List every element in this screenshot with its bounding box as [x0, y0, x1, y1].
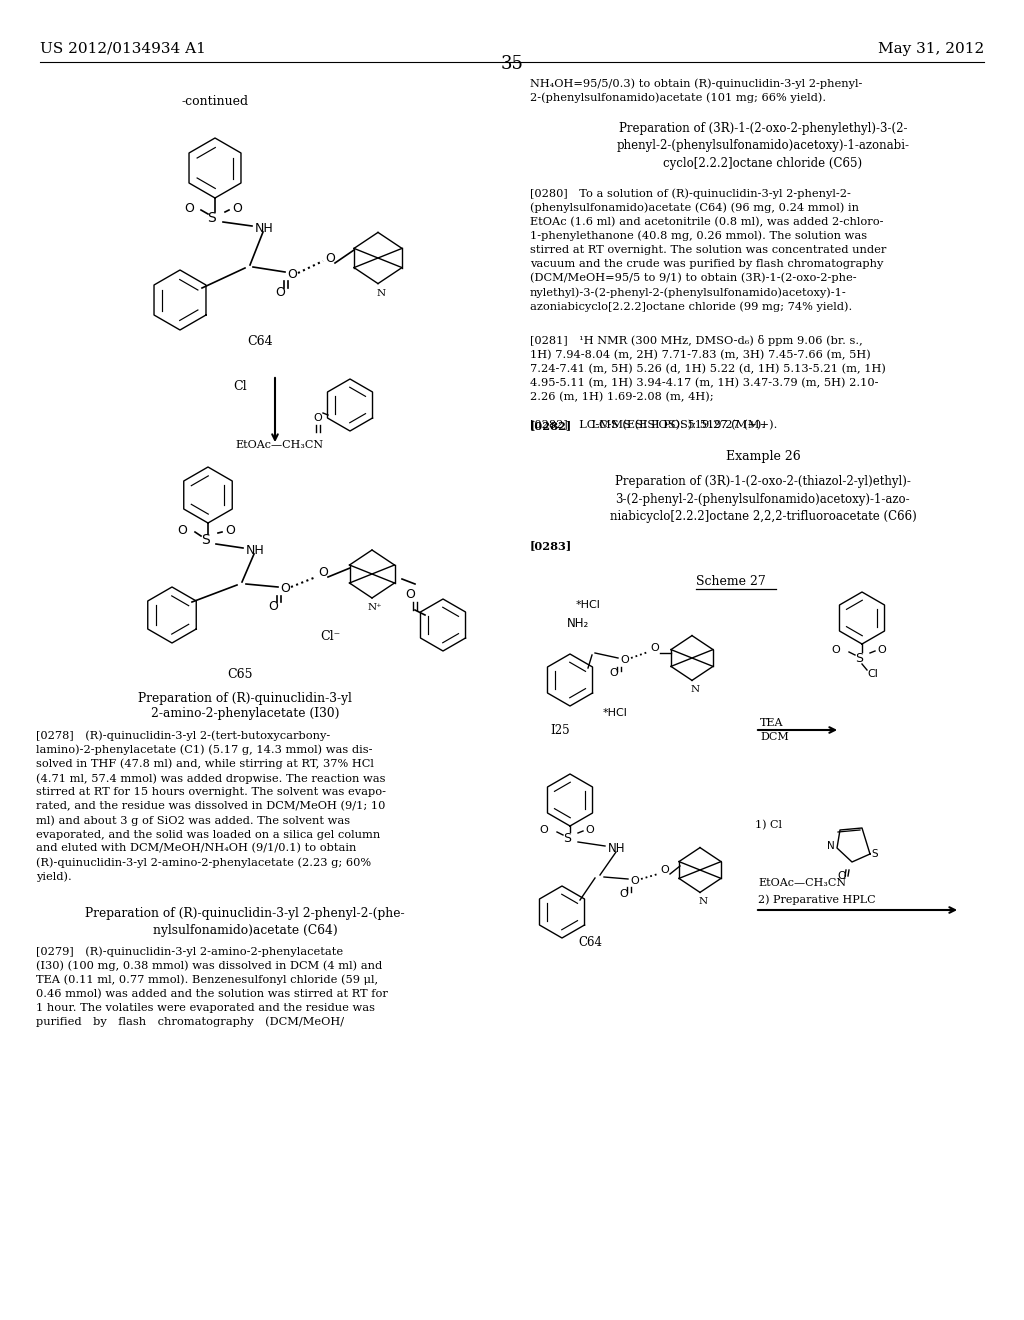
Text: O: O: [325, 252, 335, 264]
Text: US 2012/0134934 A1: US 2012/0134934 A1: [40, 42, 206, 55]
Text: O: O: [650, 643, 658, 653]
Text: O: O: [232, 202, 242, 214]
Text: O: O: [177, 524, 187, 536]
Text: N: N: [377, 289, 386, 297]
Text: O: O: [878, 645, 887, 655]
Text: Preparation of (R)-quinuclidin-3-yl 2-phenyl-2-(phe-
nylsulfonamido)acetate (C64: Preparation of (R)-quinuclidin-3-yl 2-ph…: [85, 907, 404, 937]
Text: LC-MS (ESI POS): 519.27 (M+).: LC-MS (ESI POS): 519.27 (M+).: [580, 420, 777, 430]
Text: NH₂: NH₂: [567, 616, 589, 630]
Text: S: S: [201, 533, 209, 546]
Text: O: O: [318, 565, 328, 578]
Text: NH: NH: [246, 544, 265, 557]
Text: O: O: [620, 655, 629, 665]
Text: O: O: [586, 825, 594, 836]
Text: O: O: [287, 268, 297, 281]
Text: O: O: [831, 645, 841, 655]
Text: O: O: [609, 668, 618, 678]
Text: Preparation of (3R)-1-(2-oxo-2-phenylethyl)-3-(2-
phenyl-2-(phenylsulfonamido)ac: Preparation of (3R)-1-(2-oxo-2-phenyleth…: [616, 121, 909, 170]
Text: May 31, 2012: May 31, 2012: [878, 42, 984, 55]
Text: S: S: [855, 652, 863, 664]
Text: TEA: TEA: [760, 718, 783, 729]
Text: Cl: Cl: [867, 669, 878, 678]
Text: Cl: Cl: [233, 380, 247, 393]
Text: I25: I25: [550, 723, 569, 737]
Text: N: N: [827, 841, 835, 851]
Text: O: O: [275, 285, 285, 298]
Text: S: S: [208, 211, 216, 224]
Text: Cl⁻: Cl⁻: [319, 630, 340, 643]
Text: Scheme 27: Scheme 27: [696, 576, 766, 587]
Text: [0281]  ¹H NMR (300 MHz, DMSO-d₆) δ ppm 9.06 (br. s.,
1H) 7.94-8.04 (m, 2H) 7.71: [0281] ¹H NMR (300 MHz, DMSO-d₆) δ ppm 9…: [530, 335, 886, 403]
Text: -continued: -continued: [181, 95, 249, 108]
Text: Preparation of (3R)-1-(2-oxo-2-(thiazol-2-yl)ethyl)-
3-(2-phenyl-2-(phenylsulfon: Preparation of (3R)-1-(2-oxo-2-(thiazol-…: [609, 475, 916, 523]
Text: S: S: [871, 849, 879, 859]
Text: *HCl: *HCl: [575, 601, 600, 610]
Text: O: O: [225, 524, 234, 536]
Text: EtOAc—CH₃CN: EtOAc—CH₃CN: [234, 440, 324, 450]
Text: O: O: [838, 871, 847, 880]
Text: O: O: [540, 825, 549, 836]
Text: C64: C64: [578, 936, 602, 949]
Text: N: N: [690, 685, 699, 694]
Text: 2) Preparative HPLC: 2) Preparative HPLC: [758, 894, 876, 904]
Text: [0282]: [0282]: [530, 420, 572, 432]
Text: NH: NH: [255, 222, 273, 235]
Text: O: O: [184, 202, 194, 214]
Text: O: O: [406, 587, 415, 601]
Text: N⁺: N⁺: [368, 603, 382, 612]
Text: C65: C65: [227, 668, 253, 681]
Text: *HCl: *HCl: [602, 708, 628, 718]
Text: O: O: [268, 599, 278, 612]
Text: [0280]  To a solution of (R)-quinuclidin-3-yl 2-phenyl-2-
(phenylsulfonamido)ace: [0280] To a solution of (R)-quinuclidin-…: [530, 187, 887, 312]
Text: 1) Cl: 1) Cl: [755, 820, 782, 830]
Text: N: N: [698, 898, 708, 907]
Text: O: O: [620, 888, 629, 899]
Text: Example 26: Example 26: [726, 450, 800, 463]
Text: NH: NH: [608, 842, 626, 854]
Text: O: O: [280, 582, 290, 595]
Text: EtOAc—CH₃CN: EtOAc—CH₃CN: [758, 878, 846, 888]
Text: S: S: [563, 832, 571, 845]
Text: O: O: [630, 876, 639, 886]
Text: O: O: [660, 865, 669, 875]
Text: Preparation of (R)-quinuclidin-3-yl
2-amino-2-phenylacetate (I30): Preparation of (R)-quinuclidin-3-yl 2-am…: [138, 692, 352, 719]
Text: [0283]: [0283]: [530, 540, 572, 550]
Text: DCM: DCM: [760, 733, 788, 742]
Text: [0279]  (R)-quinuclidin-3-yl 2-amino-2-phenylacetate
(I30) (100 mg, 0.38 mmol) w: [0279] (R)-quinuclidin-3-yl 2-amino-2-ph…: [36, 946, 388, 1027]
Text: C64: C64: [247, 335, 272, 348]
Text: [0282]  LC-MS (ESI POS): 519.27 (M+).: [0282] LC-MS (ESI POS): 519.27 (M+).: [530, 420, 765, 430]
Text: O: O: [313, 413, 323, 422]
Text: NH₄OH=95/5/0.3) to obtain (R)-quinuclidin-3-yl 2-phenyl-
2-(phenylsulfonamido)ac: NH₄OH=95/5/0.3) to obtain (R)-quinuclidi…: [530, 78, 862, 103]
Text: 35: 35: [501, 55, 523, 73]
Text: [0278]  (R)-quinuclidin-3-yl 2-(tert-butoxycarbony-
lamino)-2-phenylacetate (C1): [0278] (R)-quinuclidin-3-yl 2-(tert-buto…: [36, 730, 386, 882]
